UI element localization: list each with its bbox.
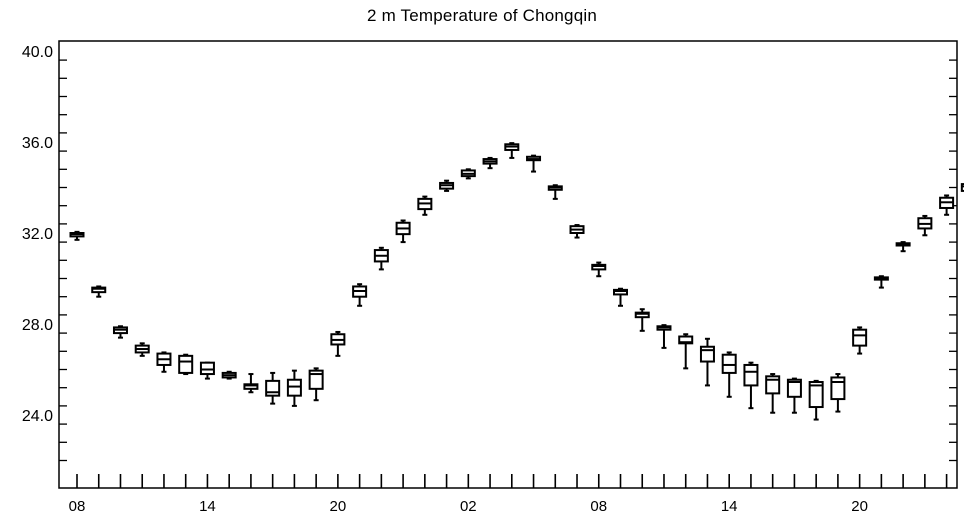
iqr-box (243, 383, 259, 390)
iqr-box (91, 286, 107, 294)
x-tick-label: 08 (590, 498, 607, 515)
box-mark (352, 283, 368, 307)
box-mark (439, 179, 455, 192)
box-mark (656, 324, 672, 349)
chart-title: 2 m Temperature of Chongqin (367, 6, 597, 25)
box-series (69, 142, 964, 421)
box-mark (786, 377, 802, 414)
iqr-box (634, 311, 650, 319)
iqr-box (591, 263, 607, 271)
iqr-box (808, 381, 824, 409)
x-tick-label: 20 (851, 498, 868, 515)
box-mark (417, 195, 433, 216)
iqr-box (265, 379, 281, 397)
box-mark (286, 369, 302, 407)
iqr-box (743, 363, 759, 387)
x-axis: 081420020814200208 (69, 474, 948, 515)
x-tick-label: 08 (69, 498, 86, 515)
box-mark (265, 371, 281, 405)
box-mark (699, 337, 715, 387)
box-mark (526, 154, 542, 173)
iqr-box (308, 369, 324, 390)
box-mark (721, 351, 737, 398)
iqr-box (960, 183, 964, 192)
x-tick-label: 20 (330, 498, 347, 515)
box-mark (873, 275, 889, 289)
iqr-box (286, 378, 302, 397)
box-mark (330, 330, 346, 357)
box-mark (808, 379, 824, 421)
box-mark (69, 230, 85, 241)
box-mark (221, 370, 237, 380)
iqr-box (830, 376, 846, 401)
box-mark (895, 241, 911, 253)
iqr-box (199, 361, 215, 376)
box-mark (504, 142, 520, 159)
box-mark (156, 351, 172, 373)
x-tick-label: 14 (721, 498, 738, 515)
box-mark (243, 373, 259, 394)
iqr-box (721, 353, 737, 374)
box-mark (134, 342, 150, 357)
box-mark (308, 367, 324, 402)
iqr-box (786, 378, 802, 398)
box-mark (591, 261, 607, 278)
box-mark (743, 361, 759, 410)
iqr-box (699, 345, 715, 363)
box-mark (613, 287, 628, 307)
box-mark (939, 194, 955, 216)
y-tick-label: 28.0 (22, 317, 53, 334)
y-axis: 24.0 28.0 32.0 36.0 40.0 (22, 44, 957, 462)
box-mark (678, 333, 694, 370)
box-mark (395, 219, 411, 244)
y-tick-label: 24.0 (22, 408, 53, 425)
y-tick-label: 36.0 (22, 135, 53, 152)
box-mark (482, 156, 498, 170)
x-tick-label: 14 (199, 498, 216, 515)
box-mark (569, 224, 585, 239)
plot-frame (58, 40, 958, 489)
box-mark (830, 373, 846, 413)
box-mark (91, 285, 107, 298)
iqr-box (613, 288, 628, 296)
box-mark (460, 168, 476, 180)
box-mark (373, 246, 389, 271)
iqr-box (852, 328, 868, 347)
box-mark (634, 308, 650, 332)
y-tick-label: 40.0 (22, 44, 53, 61)
box-mark (960, 183, 964, 192)
box-mark (178, 353, 194, 376)
iqr-box (678, 335, 694, 345)
box-mark (199, 361, 215, 380)
iqr-box (178, 354, 194, 374)
box-mark (917, 214, 933, 237)
y-tick-label: 32.0 (22, 226, 53, 243)
box-mark (765, 373, 781, 414)
box-mark (852, 326, 868, 355)
box-mark (547, 184, 563, 200)
box-mark (112, 325, 128, 339)
x-tick-label: 02 (460, 498, 477, 515)
